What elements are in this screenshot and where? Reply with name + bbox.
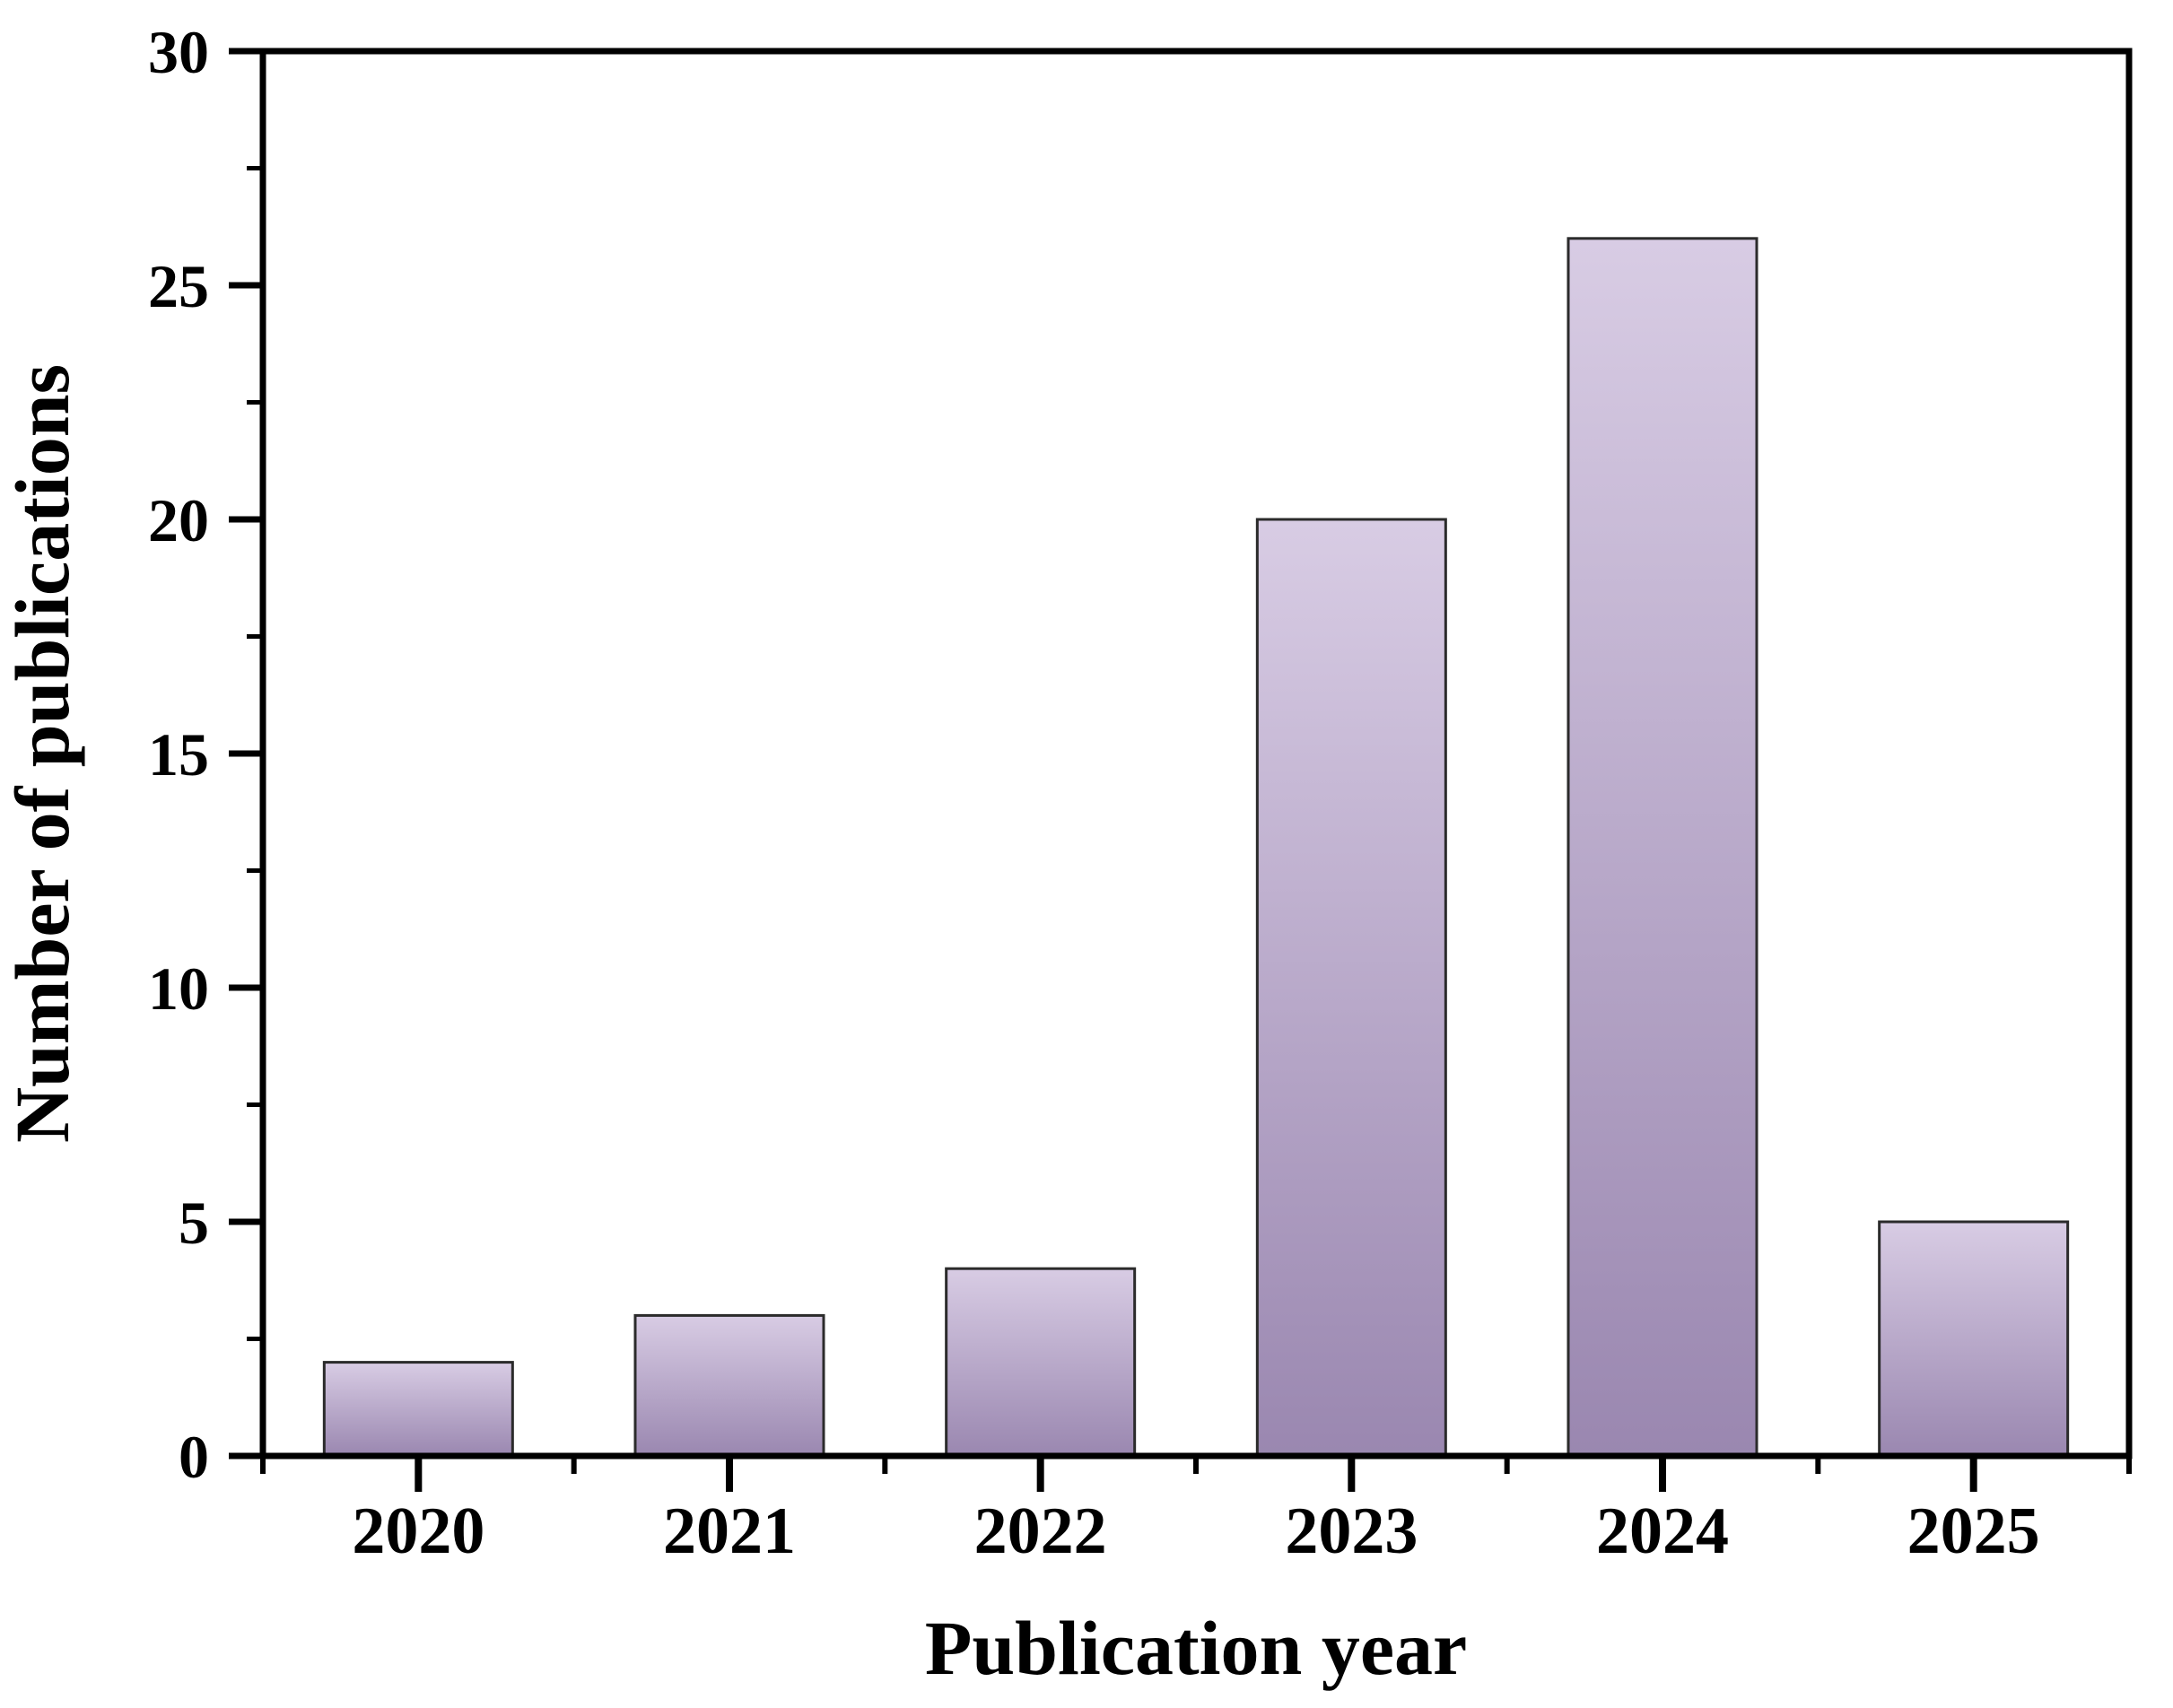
bars-group [322,237,2070,1458]
y-tick-label-15: 15 [148,720,209,789]
bar-2025 [1878,1220,2070,1458]
x-tick-label-2025: 2025 [1907,1494,2040,1568]
y-tick-label-10: 10 [148,954,209,1023]
x-tick-label-2021: 2021 [663,1494,796,1568]
y-tick-label-5: 5 [179,1189,209,1257]
y-tick-label-25: 25 [148,252,209,320]
axes-group [229,48,2133,1492]
x-tick-label-2020: 2020 [352,1494,484,1568]
x-tick-label-2023: 2023 [1285,1494,1418,1568]
bar-2020 [322,1361,514,1458]
x-axis-title: Publication year [925,1605,1467,1691]
bar-2021 [633,1313,825,1458]
y-tick-label-20: 20 [148,486,209,554]
plot-frame [259,48,2133,1460]
y-tick-label-0: 0 [179,1423,209,1491]
y-axis-title: Number of publications [0,364,85,1143]
y-tick-label-30: 30 [148,18,209,86]
x-tick-label-2022: 2022 [974,1494,1107,1568]
bar-2023 [1255,518,1447,1458]
x-tick-label-2024: 2024 [1596,1494,1729,1568]
bar-2024 [1566,237,1758,1458]
bar-2022 [945,1267,1137,1458]
